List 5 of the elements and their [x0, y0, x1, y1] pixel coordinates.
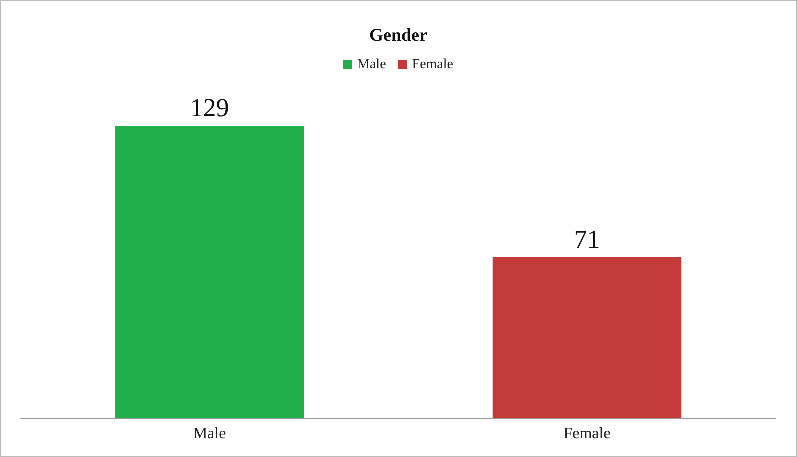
data-label: 129	[190, 94, 230, 122]
data-label: 71	[574, 224, 600, 254]
legend-label: Female	[412, 58, 454, 72]
chart-title: Gender	[370, 25, 428, 45]
legend-label: Male	[358, 58, 386, 72]
